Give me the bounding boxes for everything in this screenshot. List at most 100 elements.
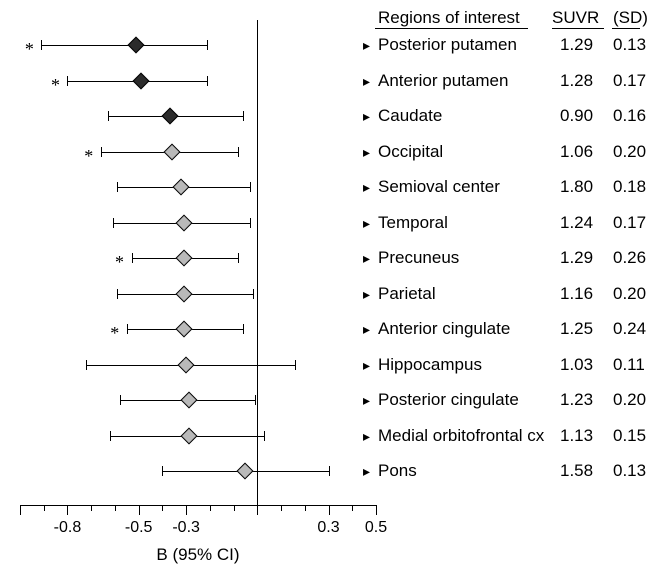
ci-cap-high	[250, 182, 251, 192]
row-sd: 0.18	[613, 177, 646, 197]
x-tick-major	[329, 505, 330, 515]
row-label: Caudate	[378, 106, 442, 126]
ci-cap-high	[295, 360, 296, 370]
row-suvr: 0.90	[560, 106, 593, 126]
ci-cap-high	[253, 289, 254, 299]
ci-cap-high	[207, 40, 208, 50]
point-marker	[173, 179, 190, 196]
header-sd: (SD)	[613, 8, 648, 28]
significance-star: *	[115, 253, 124, 271]
row-label: Anterior putamen	[378, 71, 508, 91]
x-tick-minor	[91, 505, 92, 511]
ci-cap-high	[238, 253, 239, 263]
ci-cap-low	[120, 395, 121, 405]
row-label: Parietal	[378, 284, 436, 304]
x-tick-major	[257, 505, 258, 515]
x-tick-major	[20, 505, 21, 515]
point-marker	[180, 427, 197, 444]
row-sd: 0.20	[613, 142, 646, 162]
row-sd: 0.20	[613, 390, 646, 410]
ci-cap-low	[127, 324, 128, 334]
header-underline	[375, 28, 528, 29]
point-marker	[180, 392, 197, 409]
ci-cap-low	[162, 466, 163, 476]
row-sd: 0.16	[613, 106, 646, 126]
row-label: Temporal	[378, 213, 448, 233]
x-tick-label: -0.5	[125, 519, 153, 537]
ci-cap-low	[132, 253, 133, 263]
row-label: Anterior cingulate	[378, 319, 510, 339]
x-tick-label: -0.8	[54, 519, 82, 537]
x-tick-label: -0.3	[172, 519, 200, 537]
row-pointer-icon: ▸	[363, 358, 370, 372]
point-marker	[178, 356, 195, 373]
ci-cap-high	[243, 111, 244, 121]
point-marker	[175, 321, 192, 338]
x-tick-major	[186, 505, 187, 515]
row-suvr: 1.24	[560, 213, 593, 233]
x-tick-minor	[115, 505, 116, 511]
x-tick-minor	[210, 505, 211, 511]
point-marker	[175, 250, 192, 267]
row-suvr: 1.06	[560, 142, 593, 162]
row-suvr: 1.16	[560, 284, 593, 304]
x-tick-label: 0.3	[317, 519, 339, 537]
x-tick-major	[376, 505, 377, 515]
row-sd: 0.17	[613, 213, 646, 233]
ci-cap-high	[255, 395, 256, 405]
row-sd: 0.11	[613, 355, 645, 375]
x-axis	[20, 505, 376, 506]
row-suvr: 1.25	[560, 319, 593, 339]
ci-cap-low	[86, 360, 87, 370]
row-sd: 0.13	[613, 461, 646, 481]
ci-cap-low	[117, 289, 118, 299]
row-pointer-icon: ▸	[363, 145, 370, 159]
x-tick-minor	[234, 505, 235, 511]
ci-cap-high	[207, 76, 208, 86]
row-label: Posterior cingulate	[378, 390, 519, 410]
row-label: Medial orbitofrontal cx	[378, 426, 544, 446]
x-tick-minor	[305, 505, 306, 511]
row-label: Occipital	[378, 142, 443, 162]
significance-star: *	[84, 147, 93, 165]
x-tick-major	[139, 505, 140, 515]
row-pointer-icon: ▸	[363, 322, 370, 336]
header-suvr: SUVR	[552, 8, 599, 28]
row-suvr: 1.03	[560, 355, 593, 375]
point-marker	[133, 72, 150, 89]
significance-star: *	[110, 324, 119, 342]
x-tick-minor	[281, 505, 282, 511]
row-suvr: 1.29	[560, 35, 593, 55]
row-label: Precuneus	[378, 248, 459, 268]
row-sd: 0.17	[613, 71, 646, 91]
ci-cap-low	[117, 182, 118, 192]
ci-bar	[41, 45, 207, 46]
point-marker	[175, 285, 192, 302]
row-label: Semioval center	[378, 177, 500, 197]
ci-cap-high	[264, 431, 265, 441]
ci-cap-low	[41, 40, 42, 50]
header-roi: Regions of interest	[378, 8, 520, 28]
row-suvr: 1.58	[560, 461, 593, 481]
header-underline	[612, 28, 640, 29]
row-pointer-icon: ▸	[363, 464, 370, 478]
row-pointer-icon: ▸	[363, 109, 370, 123]
row-pointer-icon: ▸	[363, 180, 370, 194]
row-suvr: 1.29	[560, 248, 593, 268]
forest-plot-figure: -0.8-0.5-0.30.30.5B (95% CI)Regions of i…	[0, 0, 661, 582]
significance-star: *	[25, 40, 34, 58]
ci-cap-low	[108, 111, 109, 121]
point-marker	[175, 214, 192, 231]
row-label: Hippocampus	[378, 355, 482, 375]
row-pointer-icon: ▸	[363, 393, 370, 407]
row-label: Posterior putamen	[378, 35, 517, 55]
point-marker	[128, 37, 145, 54]
x-tick-minor	[162, 505, 163, 511]
row-sd: 0.26	[613, 248, 646, 268]
row-suvr: 1.23	[560, 390, 593, 410]
row-pointer-icon: ▸	[363, 74, 370, 88]
ci-cap-high	[238, 147, 239, 157]
point-marker	[237, 463, 254, 480]
row-sd: 0.13	[613, 35, 646, 55]
row-suvr: 1.13	[560, 426, 593, 446]
